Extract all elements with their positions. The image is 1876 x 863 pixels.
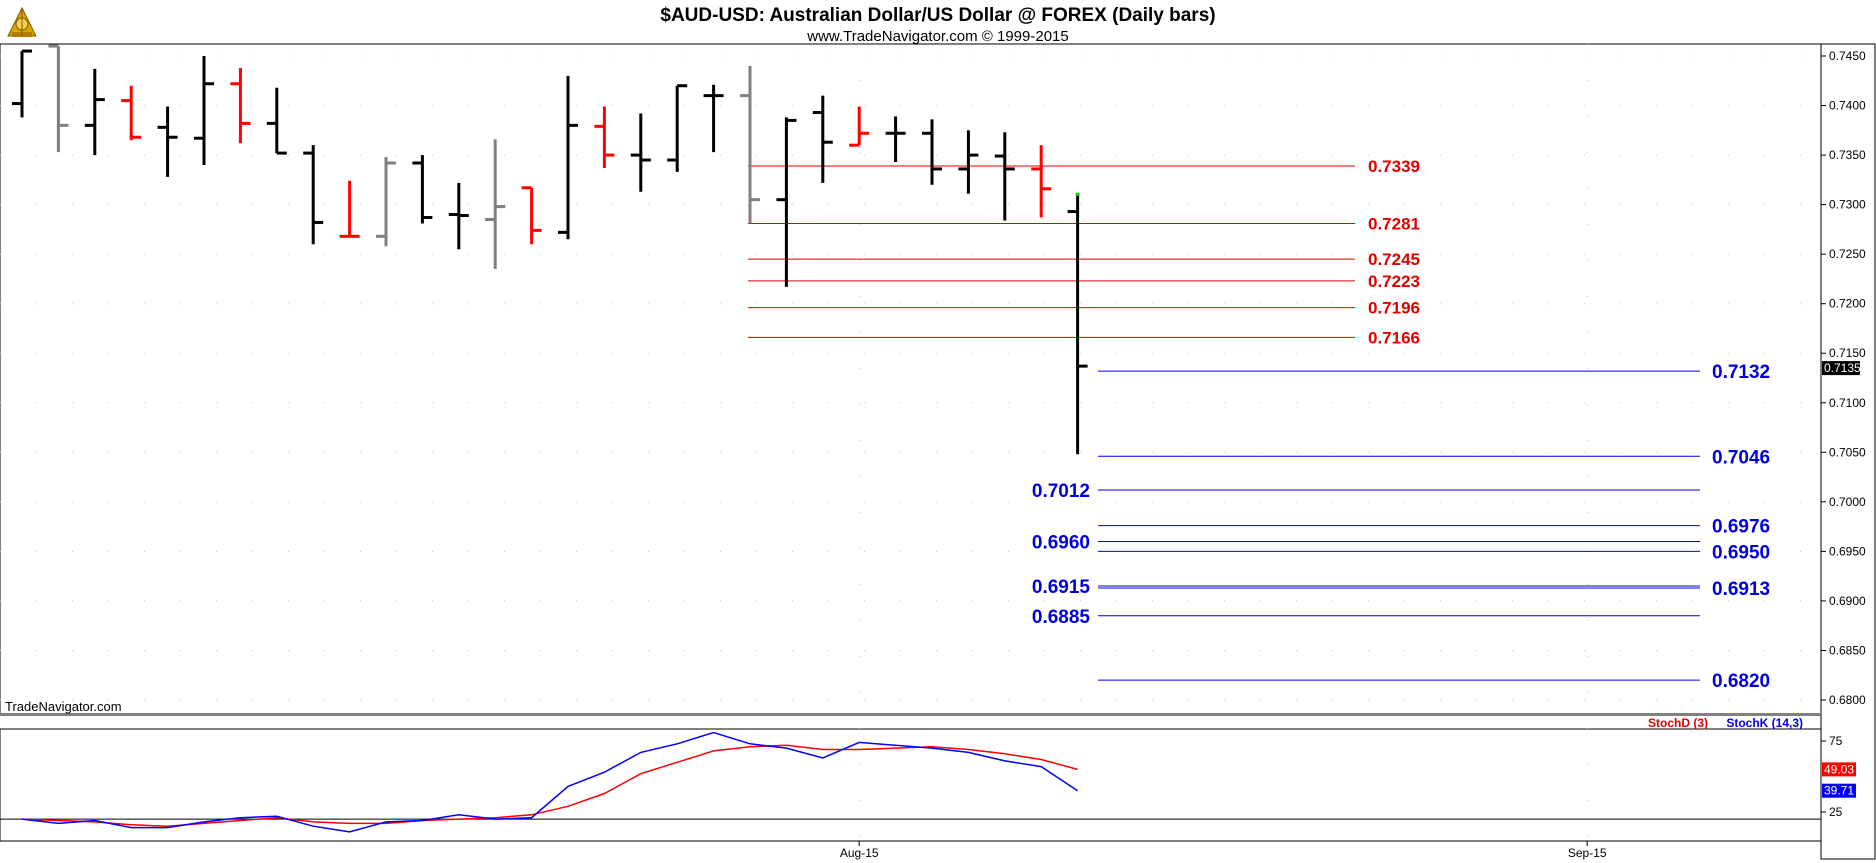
price-bar: [958, 130, 979, 194]
support-label: 0.7245: [1368, 250, 1420, 269]
last-price-label: 0.7135: [1824, 361, 1861, 375]
sextant-logo-icon: [7, 6, 37, 37]
axis-panel: [1820, 43, 1876, 860]
support-label: 0.7339: [1368, 157, 1420, 176]
price-bars: [12, 44, 1088, 455]
level-lines: [748, 165, 1700, 681]
projection-label-right: 0.7132: [1712, 362, 1770, 383]
price-tick-label: 0.7450: [1829, 49, 1866, 63]
price-bar: [266, 87, 287, 155]
date-tick-label: Aug-15: [840, 846, 879, 860]
projection-label-left: 0.6960: [1032, 532, 1090, 553]
grid-layer: [0, 44, 1821, 841]
projection-label-right: 0.7046: [1712, 447, 1770, 468]
projection-label-left: 0.6885: [1032, 607, 1091, 628]
support-label: 0.7281: [1368, 214, 1420, 233]
price-tick-label: 0.7350: [1829, 148, 1866, 162]
chart-subtitle: www.TradeNavigator.com © 1999-2015: [806, 28, 1068, 45]
price-tick-label: 0.7100: [1829, 396, 1866, 410]
price-tick-label: 0.7050: [1829, 445, 1866, 459]
stoch-d-value: 49.03: [1824, 762, 1854, 776]
price-panel: [0, 43, 1822, 716]
price-bar: [812, 95, 833, 183]
stoch-tick-label: 25: [1829, 805, 1843, 819]
price-tick-label: 0.7400: [1829, 99, 1866, 113]
legend-stoch-d: StochD (3): [1648, 716, 1708, 730]
date-axis: Aug-15 Sep-15: [840, 841, 1607, 860]
price-bar: [448, 182, 469, 250]
price-tick-label: 0.7000: [1829, 495, 1866, 509]
level-labels: 0.7339 0.7281 0.7245 0.7223 0.7196 0.7166 0.71…: [1032, 157, 1770, 692]
stoch-d-badge: [1822, 762, 1856, 777]
watermark: TradeNavigator.com: [5, 699, 122, 714]
price-tick-label: 0.7200: [1829, 297, 1866, 311]
price-tick-label: 0.6950: [1829, 544, 1866, 558]
stoch-tick-label: 75: [1829, 734, 1843, 748]
price-axis: 0.7450 0.7400 0.7350 0.7300 0.7250 0.7200 0.71…: [1821, 49, 1866, 819]
support-label: 0.7196: [1368, 299, 1420, 318]
stochastic-lines: [0, 731, 1821, 833]
support-label: 0.7166: [1368, 328, 1420, 347]
price-tick-label: 0.6900: [1829, 594, 1866, 608]
stoch-k-badge: [1822, 783, 1856, 798]
price-bar: [994, 132, 1015, 221]
date-tick-label: Sep-15: [1568, 846, 1607, 860]
price-bar: [157, 106, 178, 177]
legend-stoch-k: StochK (14,3): [1726, 716, 1803, 730]
price-bar: [922, 119, 942, 185]
price-bar: [1031, 145, 1052, 218]
projection-label-right: 0.6913: [1712, 579, 1770, 600]
price-bar: [667, 84, 688, 172]
last-price-badge: [1822, 361, 1860, 376]
price-bar: [1067, 194, 1088, 455]
price-bar: [121, 85, 142, 141]
last-high-marker: [1075, 192, 1080, 196]
price-bar: [12, 49, 32, 118]
price-bar: [776, 117, 797, 287]
price-bar: [339, 180, 360, 238]
support-label: 0.7223: [1368, 272, 1420, 291]
price-bar: [703, 84, 724, 153]
price-bar: [303, 145, 324, 245]
price-bar: [194, 56, 214, 165]
projection-label-right: 0.6976: [1712, 517, 1770, 538]
price-bar: [230, 67, 251, 144]
projection-label-left: 0.7012: [1032, 481, 1090, 502]
price-bar: [558, 75, 578, 240]
price-bar: [485, 139, 506, 270]
price-bar: [594, 106, 615, 168]
stoch-panel: [0, 728, 1822, 842]
price-tick-label: 0.7300: [1829, 198, 1866, 212]
price-bar: [849, 106, 870, 147]
price-bar: [630, 113, 651, 192]
price-bar: [376, 157, 396, 247]
price-bar: [412, 155, 433, 224]
price-bar: [521, 186, 542, 245]
stoch-k-line: [21, 731, 1079, 833]
stoch-k-value: 39.71: [1824, 784, 1854, 798]
price-bar: [84, 68, 105, 156]
chart-title: $AUD-USD: Australian Dollar/US Dollar @ …: [660, 5, 1215, 26]
projection-label-left: 0.6915: [1032, 577, 1091, 598]
projection-label-right: 0.6820: [1712, 671, 1770, 692]
projection-label-right: 0.6950: [1712, 542, 1770, 563]
stoch-d-line: [21, 744, 1078, 827]
price-tick-label: 0.7250: [1829, 247, 1866, 261]
price-tick-label: 0.6800: [1829, 693, 1866, 707]
price-bar: [48, 44, 69, 153]
price-tick-label: 0.7150: [1829, 346, 1866, 360]
price-bar: [740, 65, 760, 224]
price-bar: [885, 116, 906, 163]
price-tick-label: 0.6850: [1829, 643, 1866, 657]
